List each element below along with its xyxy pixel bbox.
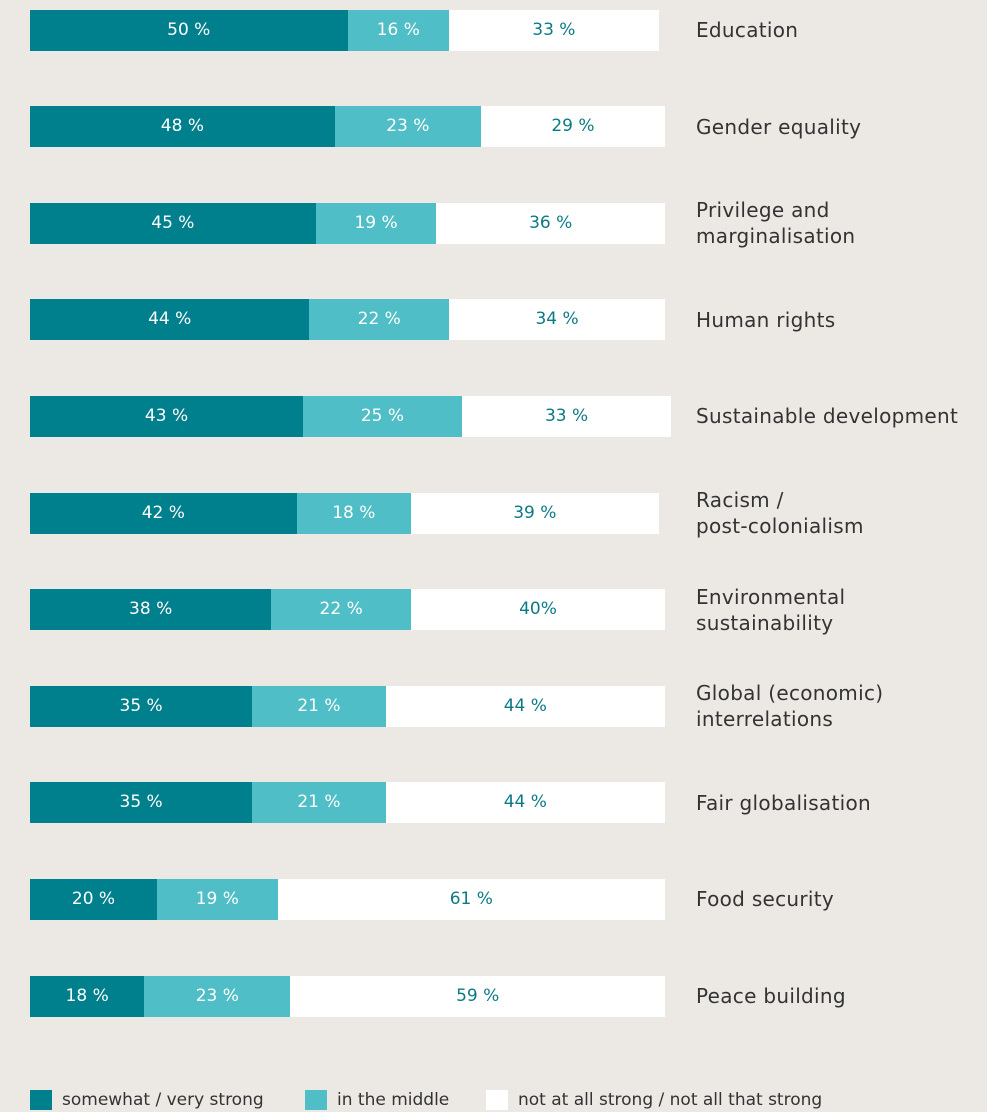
legend-swatch — [305, 1090, 327, 1110]
value-label: 44 % — [148, 309, 192, 330]
legend-label: somewhat / very strong — [62, 1090, 264, 1110]
bar-segment — [277, 878, 665, 920]
value-label: 21 % — [297, 792, 341, 813]
bar-segment — [334, 106, 481, 148]
bar-segment — [449, 9, 659, 51]
value-label: 19 % — [195, 888, 239, 909]
legend-swatch — [30, 1090, 52, 1110]
bar-segment — [30, 782, 253, 824]
bar-segment — [480, 106, 665, 148]
bar-segment — [30, 685, 253, 727]
category-label: Gender equality — [696, 114, 862, 139]
bar-segment — [315, 202, 437, 244]
category-label: Global (economic) interrelations — [696, 681, 884, 732]
bar-segment — [252, 685, 386, 727]
legend-label: not at all strong / not all that strong — [518, 1090, 823, 1110]
bar-segment — [30, 975, 145, 1017]
bar-segment — [271, 589, 411, 631]
bar-segment — [290, 975, 665, 1017]
category-label: Sustainable development — [696, 404, 959, 429]
bar-segment — [30, 202, 316, 244]
value-label: 16 % — [376, 19, 420, 40]
value-label: 50 % — [167, 19, 211, 40]
value-label: 36 % — [529, 212, 573, 233]
category-label: Peace building — [696, 984, 846, 1008]
value-label: 20 % — [71, 888, 116, 909]
value-label: 35 % — [119, 695, 163, 716]
value-label: 45 % — [151, 212, 195, 233]
bar-segment — [252, 782, 386, 824]
value-label: 34 % — [535, 309, 579, 330]
value-label: 18 % — [332, 502, 376, 523]
bar-segment — [461, 395, 672, 437]
category-label: Fair globalisation — [696, 790, 871, 815]
value-label: 18 % — [65, 985, 109, 1006]
bar-segment — [30, 106, 335, 148]
value-label: 22 % — [319, 599, 363, 620]
bar-segment — [30, 492, 297, 534]
value-label: 43 % — [144, 405, 189, 426]
bar-segment — [449, 299, 665, 341]
category-label: Racism / post-colonialism — [696, 488, 864, 538]
bar-segment — [385, 685, 665, 727]
bar-segment — [309, 299, 450, 341]
bar-segment — [347, 9, 450, 51]
value-label: 23 % — [386, 116, 430, 137]
value-label: 19 % — [354, 212, 398, 233]
bar-segment — [144, 975, 291, 1017]
value-label: 44 % — [503, 792, 547, 813]
bar-segment — [157, 878, 278, 920]
value-label: 59 % — [456, 985, 500, 1006]
value-label: 48 % — [160, 116, 204, 137]
value-label: 38 % — [129, 599, 173, 620]
bar-segment — [411, 492, 659, 534]
value-label: 35 % — [119, 792, 163, 813]
bar-segment — [30, 299, 310, 341]
value-label: 33 % — [532, 19, 576, 40]
bar-segment — [436, 202, 665, 244]
bar-segment — [30, 395, 304, 437]
bar-segment — [30, 589, 272, 631]
bar-segment — [411, 589, 665, 631]
legend-label: in the middle — [337, 1090, 450, 1110]
value-label: 21 % — [297, 695, 341, 716]
value-label: 25 % — [360, 405, 405, 426]
value-label: 39 % — [513, 502, 557, 523]
bar-segment — [385, 782, 665, 824]
legend-swatch — [486, 1090, 508, 1110]
value-label: 33 % — [544, 405, 589, 426]
category-label: Human rights — [696, 307, 836, 332]
value-label: 22 % — [357, 309, 401, 330]
category-label: Education — [696, 18, 799, 42]
value-label: 42 % — [141, 502, 185, 523]
bar-segment — [303, 395, 462, 437]
category-label: Privilege and marginalisation — [696, 198, 856, 249]
category-label: Environmental sustainability — [696, 584, 846, 635]
value-label: 61 % — [449, 888, 493, 909]
bar-segment — [30, 878, 157, 920]
bar-segment — [30, 9, 348, 51]
value-label: 29 % — [551, 116, 595, 137]
bar-segment — [296, 492, 411, 534]
value-label: 44 % — [503, 695, 547, 716]
value-label: 23 % — [195, 985, 239, 1006]
value-label: 40% — [519, 599, 557, 620]
category-label: Food security — [696, 887, 835, 912]
